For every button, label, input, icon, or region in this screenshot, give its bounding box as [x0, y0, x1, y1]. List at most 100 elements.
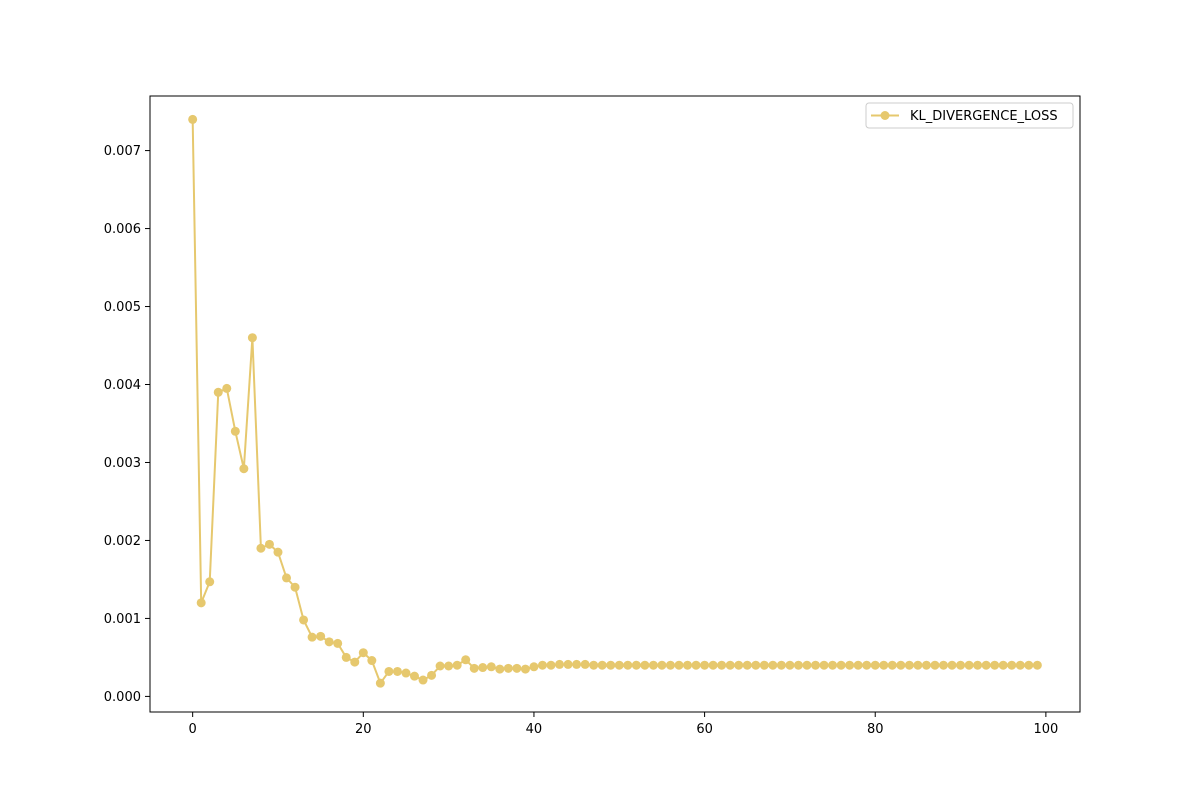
data-point [256, 543, 266, 553]
x-tick-label: 60 [696, 722, 713, 737]
data-point [665, 660, 675, 670]
data-point [230, 426, 240, 436]
data-point [435, 661, 445, 671]
data-point [478, 663, 488, 673]
data-point [350, 657, 360, 667]
data-point [529, 662, 539, 672]
data-point [418, 675, 428, 685]
data-point [392, 666, 402, 676]
data-point [264, 539, 274, 549]
y-tick-label: 0.005 [104, 300, 141, 315]
data-point [964, 660, 974, 670]
data-point [196, 598, 206, 608]
y-axis-ticks: 0.000 0.001 0.002 0.003 0.004 0.005 0.006 0.007 [104, 144, 150, 705]
data-point [691, 660, 701, 670]
data-point [947, 660, 957, 670]
data-point [247, 333, 257, 343]
data-point [461, 655, 471, 665]
data-point [930, 660, 940, 670]
data-point [469, 663, 479, 673]
data-point [358, 648, 368, 658]
data-point [444, 661, 454, 671]
data-point [555, 659, 565, 669]
data-point [640, 660, 650, 670]
data-point [606, 660, 616, 670]
data-point [589, 660, 599, 670]
data-point [862, 660, 872, 670]
plot-series [188, 114, 1042, 688]
data-point [333, 638, 343, 648]
data-point [648, 660, 658, 670]
data-point [563, 659, 573, 669]
data-point [409, 671, 419, 681]
data-point [546, 660, 556, 670]
data-point [725, 660, 735, 670]
y-tick-label: 0.002 [104, 534, 141, 549]
data-point [776, 660, 786, 670]
data-point [793, 660, 803, 670]
data-point [921, 660, 931, 670]
y-tick-label: 0.006 [104, 222, 141, 237]
data-point [845, 660, 855, 670]
data-point [282, 573, 292, 583]
y-tick-label: 0.004 [104, 378, 141, 393]
data-point [222, 383, 232, 393]
legend-label: KL_DIVERGENCE_LOSS [910, 109, 1058, 124]
data-point [657, 660, 667, 670]
data-point [384, 666, 394, 676]
legend: KL_DIVERGENCE_LOSS [865, 102, 1074, 129]
y-tick-label: 0.007 [104, 144, 141, 159]
data-point [913, 660, 923, 670]
data-point [597, 660, 607, 670]
x-axis-ticks: 0 20 40 60 80 100 [189, 712, 1058, 737]
data-point [836, 660, 846, 670]
data-point [401, 668, 411, 678]
data-point [427, 670, 437, 680]
data-point [341, 652, 351, 662]
data-point [623, 660, 633, 670]
data-point [614, 660, 624, 670]
data-point [956, 660, 966, 670]
data-point [717, 660, 727, 670]
data-point [700, 660, 710, 670]
data-point [307, 632, 317, 642]
data-point [887, 660, 897, 670]
data-point [904, 660, 914, 670]
data-point [537, 660, 547, 670]
data-point [486, 662, 496, 672]
data-point [981, 660, 991, 670]
data-point [819, 660, 829, 670]
data-point [759, 660, 769, 670]
data-point [495, 664, 505, 674]
data-point [742, 660, 752, 670]
data-point [273, 547, 283, 557]
data-point [580, 659, 590, 669]
data-point [853, 660, 863, 670]
data-point [785, 660, 795, 670]
data-point [870, 660, 880, 670]
data-point [1024, 660, 1034, 670]
x-tick-label: 100 [1033, 722, 1058, 737]
data-point [631, 660, 641, 670]
data-point [811, 660, 821, 670]
y-tick-label: 0.001 [104, 612, 141, 627]
data-point [683, 660, 693, 670]
data-point [734, 660, 744, 670]
data-point [290, 582, 300, 592]
data-point [375, 678, 385, 688]
data-point [708, 660, 718, 670]
data-point [324, 637, 334, 647]
x-tick-label: 40 [526, 722, 543, 737]
data-point [213, 387, 223, 397]
data-point [316, 631, 326, 641]
data-point [1015, 660, 1025, 670]
data-point [205, 577, 215, 587]
data-point [896, 660, 906, 670]
data-point [572, 659, 582, 669]
legend-box [865, 102, 1074, 129]
data-point [674, 660, 684, 670]
data-point [990, 660, 1000, 670]
data-point [802, 660, 812, 670]
x-tick-label: 80 [867, 722, 884, 737]
data-point [1007, 660, 1017, 670]
